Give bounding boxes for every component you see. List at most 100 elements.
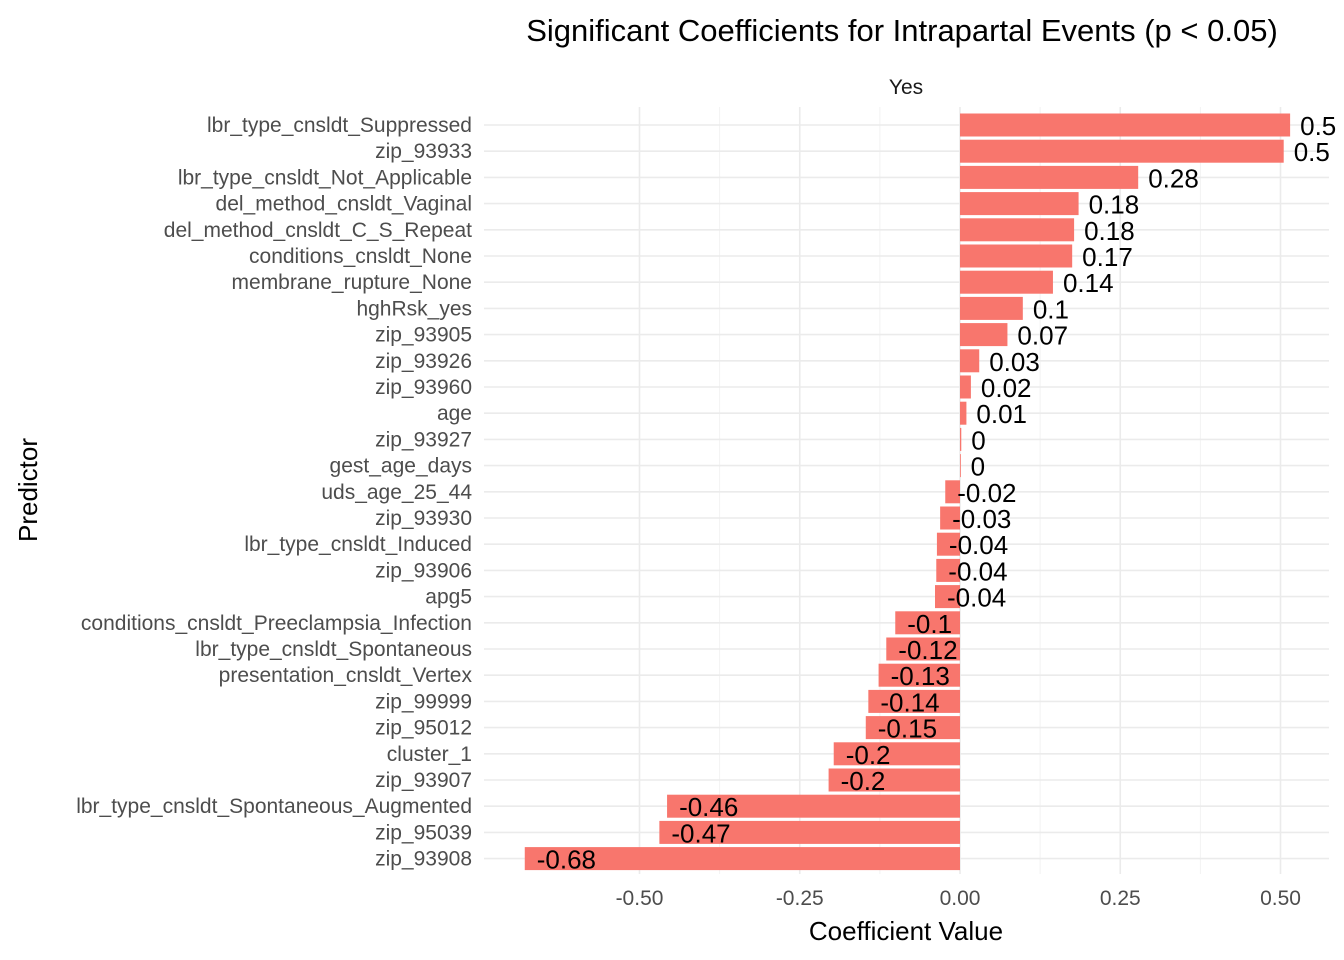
bar xyxy=(895,611,960,635)
bar-value-label: -0.68 xyxy=(537,845,596,875)
category-label: zip_93926 xyxy=(375,350,472,373)
bar xyxy=(960,244,1073,268)
category-label: zip_93927 xyxy=(375,428,472,451)
bar-value-label: -0.2 xyxy=(841,766,886,796)
category-label: lbr_type_cnsldt_Spontaneous_Augmented xyxy=(76,795,472,818)
category-label: zip_95012 xyxy=(375,717,472,740)
bar xyxy=(667,794,960,818)
bar xyxy=(960,349,980,373)
y-axis-category-labels: lbr_type_cnsldt_Suppressed zip_93933 lbr_t… xyxy=(76,114,472,871)
bar-value-label: -0.1 xyxy=(907,609,952,639)
category-label: del_method_cnsldt_C_S_Repeat xyxy=(164,219,472,242)
facet-strip-label: Yes xyxy=(889,76,923,99)
bar-value-label: 0.5 xyxy=(1294,137,1330,167)
bar xyxy=(960,192,1079,216)
bar-value-label: 0.28 xyxy=(1148,163,1199,193)
bar xyxy=(936,558,960,582)
chart-title: Significant Coefficients for Intrapartal… xyxy=(526,13,1278,48)
bar-value-label: -0.04 xyxy=(948,556,1007,586)
bar-value-label: -0.2 xyxy=(846,740,891,770)
category-label: apg5 xyxy=(425,586,472,609)
bar xyxy=(936,532,960,556)
bar-value-label: -0.02 xyxy=(957,478,1016,508)
bar-value-label: 0.07 xyxy=(1017,321,1068,351)
bar xyxy=(868,689,960,713)
category-label: presentation_cnsldt_Vertex xyxy=(219,664,473,687)
bar xyxy=(935,585,960,609)
category-label: conditions_cnsldt_Preeclampsia_Infection xyxy=(81,612,472,635)
category-label: zip_93908 xyxy=(375,848,472,871)
bar xyxy=(865,716,960,740)
category-label: zip_93933 xyxy=(375,140,472,163)
category-label: lbr_type_cnsldt_Not_Applicable xyxy=(178,166,472,189)
x-tick-label: 0.00 xyxy=(940,887,981,910)
bar-value-label: 0 xyxy=(971,425,985,455)
bar-value-label: 0.03 xyxy=(989,347,1040,377)
category-label: lbr_type_cnsldt_Suppressed xyxy=(207,114,472,137)
bars xyxy=(524,113,1291,871)
y-axis-title: Predictor xyxy=(13,438,43,542)
category-label: membrane_rupture_None xyxy=(232,271,472,294)
bar xyxy=(960,401,967,425)
bar xyxy=(960,113,1291,137)
category-label: cluster_1 xyxy=(387,743,472,766)
category-label: hghRsk_yes xyxy=(356,297,472,320)
bar xyxy=(960,323,1008,347)
bar xyxy=(960,218,1075,242)
bar-value-label: -0.15 xyxy=(878,714,937,744)
x-axis-title: Coefficient Value xyxy=(809,916,1003,946)
category-label: zip_93906 xyxy=(375,559,472,582)
category-label: uds_age_25_44 xyxy=(321,481,472,504)
bar xyxy=(960,165,1139,189)
bar-value-label: -0.03 xyxy=(952,504,1011,534)
bar xyxy=(886,637,960,661)
bar-value-label: 0.17 xyxy=(1082,242,1133,272)
bar xyxy=(833,742,960,766)
x-tick-label: 0.50 xyxy=(1260,887,1301,910)
bar-value-label: -0.46 xyxy=(679,792,738,822)
bar xyxy=(960,296,1023,320)
gridlines xyxy=(484,107,1329,874)
category-label: age xyxy=(437,402,472,425)
bar xyxy=(960,139,1284,163)
bar-value-label: 0.1 xyxy=(1033,294,1069,324)
bar-value-label: 0.02 xyxy=(981,373,1032,403)
bar-value-label: 0.18 xyxy=(1084,216,1135,246)
bar-value-label: -0.13 xyxy=(891,661,950,691)
category-label: lbr_type_cnsldt_Induced xyxy=(244,533,472,556)
category-label: zip_99999 xyxy=(375,690,472,713)
bar-value-labels: 0.50.50.280.180.180.170.140.10.070.030.0… xyxy=(537,111,1337,875)
category-label: del_method_cnsldt_Vaginal xyxy=(216,193,472,216)
bar-value-label: 0.01 xyxy=(976,399,1027,429)
bar-value-label: -0.12 xyxy=(898,635,957,665)
bar xyxy=(945,480,960,504)
bar-value-label: 0.5 xyxy=(1300,111,1336,141)
bar-value-label: 0.18 xyxy=(1089,190,1140,220)
category-label: conditions_cnsldt_None xyxy=(249,245,472,268)
category-label: zip_93905 xyxy=(375,324,472,347)
bar xyxy=(659,820,960,844)
bar-value-label: -0.04 xyxy=(947,583,1006,613)
bar-value-label: -0.14 xyxy=(880,687,939,717)
bar-value-label: 0 xyxy=(971,452,985,482)
bar xyxy=(524,847,960,871)
bar xyxy=(878,663,960,687)
category-label: zip_93930 xyxy=(375,507,472,530)
bar xyxy=(960,270,1053,294)
bar-value-label: -0.47 xyxy=(671,818,730,848)
category-label: zip_95039 xyxy=(375,821,472,844)
category-label: zip_93907 xyxy=(375,769,472,792)
category-label: zip_93960 xyxy=(375,376,472,399)
x-tick-label: -0.50 xyxy=(616,887,664,910)
bar xyxy=(960,427,962,451)
category-label: lbr_type_cnsldt_Spontaneous xyxy=(195,638,472,661)
category-label: gest_age_days xyxy=(330,455,472,478)
bar xyxy=(828,768,960,792)
bar xyxy=(960,454,961,478)
bar-value-label: 0.14 xyxy=(1063,268,1114,298)
bar xyxy=(960,375,971,399)
bar xyxy=(940,506,960,530)
bar-value-label: -0.04 xyxy=(949,530,1008,560)
x-axis-tick-labels: -0.50 -0.25 0.00 0.25 0.50 xyxy=(616,887,1301,910)
